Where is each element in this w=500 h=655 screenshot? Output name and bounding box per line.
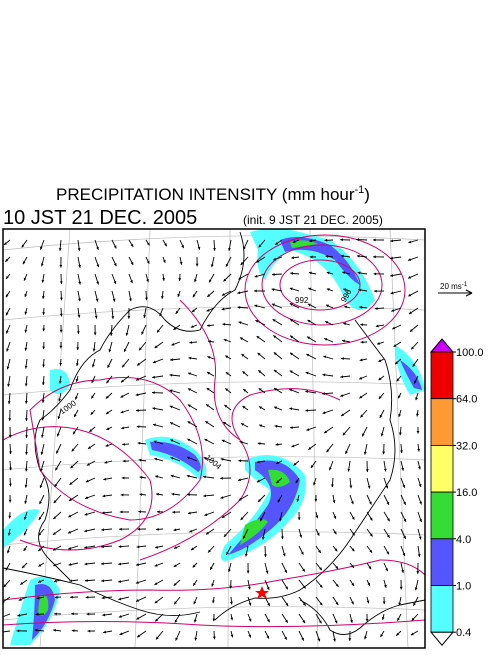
colorbar-segment	[431, 352, 453, 399]
colorbar-segment	[431, 445, 453, 492]
isobar-label: 992	[295, 296, 309, 305]
map: 992 996 1000 1004	[0, 229, 425, 649]
colorbar-cap-top	[431, 339, 453, 352]
colorbar-label: 4.0	[456, 534, 471, 546]
colorbar-segment	[431, 492, 453, 539]
title-main: PRECIPITATION INTENSITY (mm hour	[56, 185, 355, 204]
colorbar-label: 100.0	[456, 347, 484, 359]
wind-arrow-head	[0, 631, 2, 634]
colorbar-label: 0.4	[456, 627, 471, 639]
colorbar-segment	[431, 399, 453, 446]
title: PRECIPITATION INTENSITY (mm hour-1)	[56, 184, 370, 204]
colorbar: 100.0 64.0 32.0 16.0 4.0 1.0 0.4	[431, 339, 484, 645]
colorbar-label: 32.0	[456, 440, 477, 452]
colorbar-label: 1.0	[456, 581, 471, 593]
title-end: )	[364, 185, 370, 204]
wind-ref-sup: -1	[462, 282, 468, 288]
colorbar-label: 16.0	[456, 487, 477, 499]
colorbar-cap-bottom	[431, 632, 453, 645]
colorbar-label: 64.0	[456, 394, 477, 406]
colorbar-segment	[431, 586, 453, 633]
title-sup: -1	[355, 184, 365, 196]
init-time: (init. 9 JST 21 DEC. 2005)	[243, 213, 383, 227]
colorbar-segment	[431, 539, 453, 586]
wind-ref-label: 20 ms-1	[440, 282, 468, 291]
wind-ref-text: 20 ms	[440, 282, 462, 291]
valid-time: 10 JST 21 DEC. 2005	[3, 207, 197, 229]
